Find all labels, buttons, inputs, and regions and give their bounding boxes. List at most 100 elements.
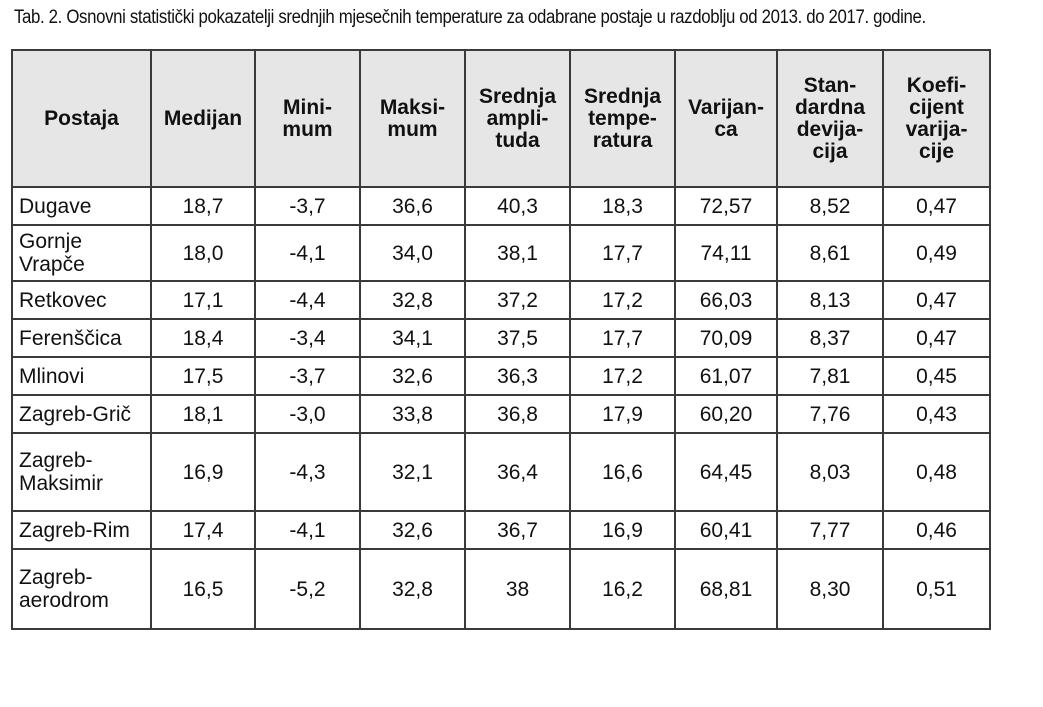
header-line: mum (282, 117, 333, 141)
varijanca-cell: 66,03 (674, 280, 778, 320)
station-cell: Zagreb- Maksimir (11, 432, 152, 512)
koeficijent-cell: 0,47 (882, 280, 991, 320)
amplituda-cell: 36,8 (464, 394, 571, 434)
koeficijent-cell: 0,43 (882, 394, 991, 434)
table-row: Dugave 18,7 -3,7 36,6 40,3 18,3 72,57 8,… (11, 186, 991, 226)
header-srednja-temperatura: Srednja tempe- ratura (569, 49, 676, 188)
minimum-cell: -3,4 (254, 318, 361, 358)
devijacija-cell: 8,37 (776, 318, 884, 358)
medijan-cell: 17,1 (150, 280, 256, 320)
devijacija-cell: 8,03 (776, 432, 884, 512)
koeficijent-cell: 0,51 (882, 548, 991, 630)
amplituda-cell: 40,3 (464, 186, 571, 226)
station-name-line: Maksimir (19, 472, 103, 495)
header-line: tempe- (588, 106, 657, 130)
table-row: Retkovec 17,1 -4,4 32,8 37,2 17,2 66,03 … (11, 280, 991, 320)
table-body: Dugave 18,7 -3,7 36,6 40,3 18,3 72,57 8,… (11, 186, 991, 630)
devijacija-cell: 7,77 (776, 510, 884, 550)
table-row: Zagreb-Rim 17,4 -4,1 32,6 36,7 16,9 60,4… (11, 510, 991, 550)
amplituda-cell: 36,4 (464, 432, 571, 512)
varijanca-cell: 68,81 (674, 548, 778, 630)
header-line: tuda (495, 128, 540, 152)
maksimum-cell: 34,1 (359, 318, 466, 358)
devijacija-cell: 8,13 (776, 280, 884, 320)
medijan-cell: 18,1 (150, 394, 256, 434)
devijacija-cell: 8,52 (776, 186, 884, 226)
devijacija-cell: 7,76 (776, 394, 884, 434)
station-cell: Zagreb-Grič (11, 394, 152, 434)
maksimum-cell: 33,8 (359, 394, 466, 434)
header-line: ampli- (486, 106, 549, 130)
temperatura-cell: 18,3 (569, 186, 676, 226)
devijacija-cell: 7,81 (776, 356, 884, 396)
temperatura-cell: 16,9 (569, 510, 676, 550)
header-koeficijent-varijacije: Koefi- cijent varija- cije (882, 49, 991, 188)
minimum-cell: -4,1 (254, 510, 361, 550)
station-name: Zagreb-Rim (19, 518, 130, 542)
header-line: varija- (905, 117, 968, 141)
maksimum-cell: 32,6 (359, 510, 466, 550)
minimum-cell: -3,0 (254, 394, 361, 434)
header-line: cije (918, 139, 955, 163)
station-name: Retkovec (19, 288, 107, 312)
temperatura-cell: 16,6 (569, 432, 676, 512)
temperatura-cell: 17,7 (569, 224, 676, 282)
header-srednja-amplituda: Srednja ampli- tuda (464, 49, 571, 188)
varijanca-cell: 60,20 (674, 394, 778, 434)
temperatura-cell: 17,2 (569, 280, 676, 320)
devijacija-cell: 8,61 (776, 224, 884, 282)
varijanca-cell: 61,07 (674, 356, 778, 396)
table-row: Mlinovi 17,5 -3,7 32,6 36,3 17,2 61,07 7… (11, 356, 991, 396)
medijan-cell: 17,4 (150, 510, 256, 550)
table-caption: Tab. 2. Osnovni statistički pokazatelji … (14, 7, 926, 28)
amplituda-cell: 37,2 (464, 280, 571, 320)
temperatura-cell: 17,7 (569, 318, 676, 358)
header-line: Mini- (283, 95, 332, 119)
header-minimum: Mini- mum (254, 49, 361, 188)
minimum-cell: -3,7 (254, 356, 361, 396)
temperatura-cell: 17,9 (569, 394, 676, 434)
amplituda-cell: 36,7 (464, 510, 571, 550)
maksimum-cell: 32,8 (359, 548, 466, 630)
amplituda-cell: 36,3 (464, 356, 571, 396)
koeficijent-cell: 0,47 (882, 318, 991, 358)
varijanca-cell: 60,41 (674, 510, 778, 550)
station-cell: Gornje Vrapče (11, 224, 152, 282)
medijan-cell: 18,7 (150, 186, 256, 226)
maksimum-cell: 34,0 (359, 224, 466, 282)
amplituda-cell: 37,5 (464, 318, 571, 358)
station-name: Mlinovi (19, 364, 85, 388)
header-line: Medijan (163, 106, 243, 130)
temperatura-cell: 17,2 (569, 356, 676, 396)
header-line: ratura (592, 128, 653, 152)
medijan-cell: 18,4 (150, 318, 256, 358)
header-row: Postaja Medijan Mini- mum Maksi- mum Sre… (11, 49, 991, 188)
header-line: Koefi- (906, 73, 967, 97)
minimum-cell: -4,4 (254, 280, 361, 320)
header-line: ca (714, 117, 738, 141)
table-row: Gornje Vrapče 18,0 -4,1 34,0 38,1 17,7 7… (11, 224, 991, 282)
header-line: Srednja (583, 84, 662, 108)
varijanca-cell: 72,57 (674, 186, 778, 226)
temperatura-cell: 16,2 (569, 548, 676, 630)
station-name: Zagreb-Grič (19, 402, 132, 426)
header-line: Varijan- (688, 95, 764, 119)
koeficijent-cell: 0,46 (882, 510, 991, 550)
station-name-line: Gornje (19, 230, 83, 253)
station-name-line: Zagreb- (19, 449, 93, 472)
header-line: cija (812, 139, 848, 163)
varijanca-cell: 64,45 (674, 432, 778, 512)
table-row: Zagreb-Grič 18,1 -3,0 33,8 36,8 17,9 60,… (11, 394, 991, 434)
medijan-cell: 16,9 (150, 432, 256, 512)
maksimum-cell: 32,8 (359, 280, 466, 320)
header-line: Maksi- (379, 95, 446, 119)
station-cell: Ferenščica (11, 318, 152, 358)
table-row: Zagreb- Maksimir 16,9 -4,3 32,1 36,4 16,… (11, 432, 991, 512)
maksimum-cell: 32,1 (359, 432, 466, 512)
medijan-cell: 18,0 (150, 224, 256, 282)
header-line: Srednja (478, 84, 557, 108)
header-line: cijent (909, 95, 964, 119)
amplituda-cell: 38,1 (464, 224, 571, 282)
station-cell: Zagreb-Rim (11, 510, 152, 550)
minimum-cell: -5,2 (254, 548, 361, 630)
